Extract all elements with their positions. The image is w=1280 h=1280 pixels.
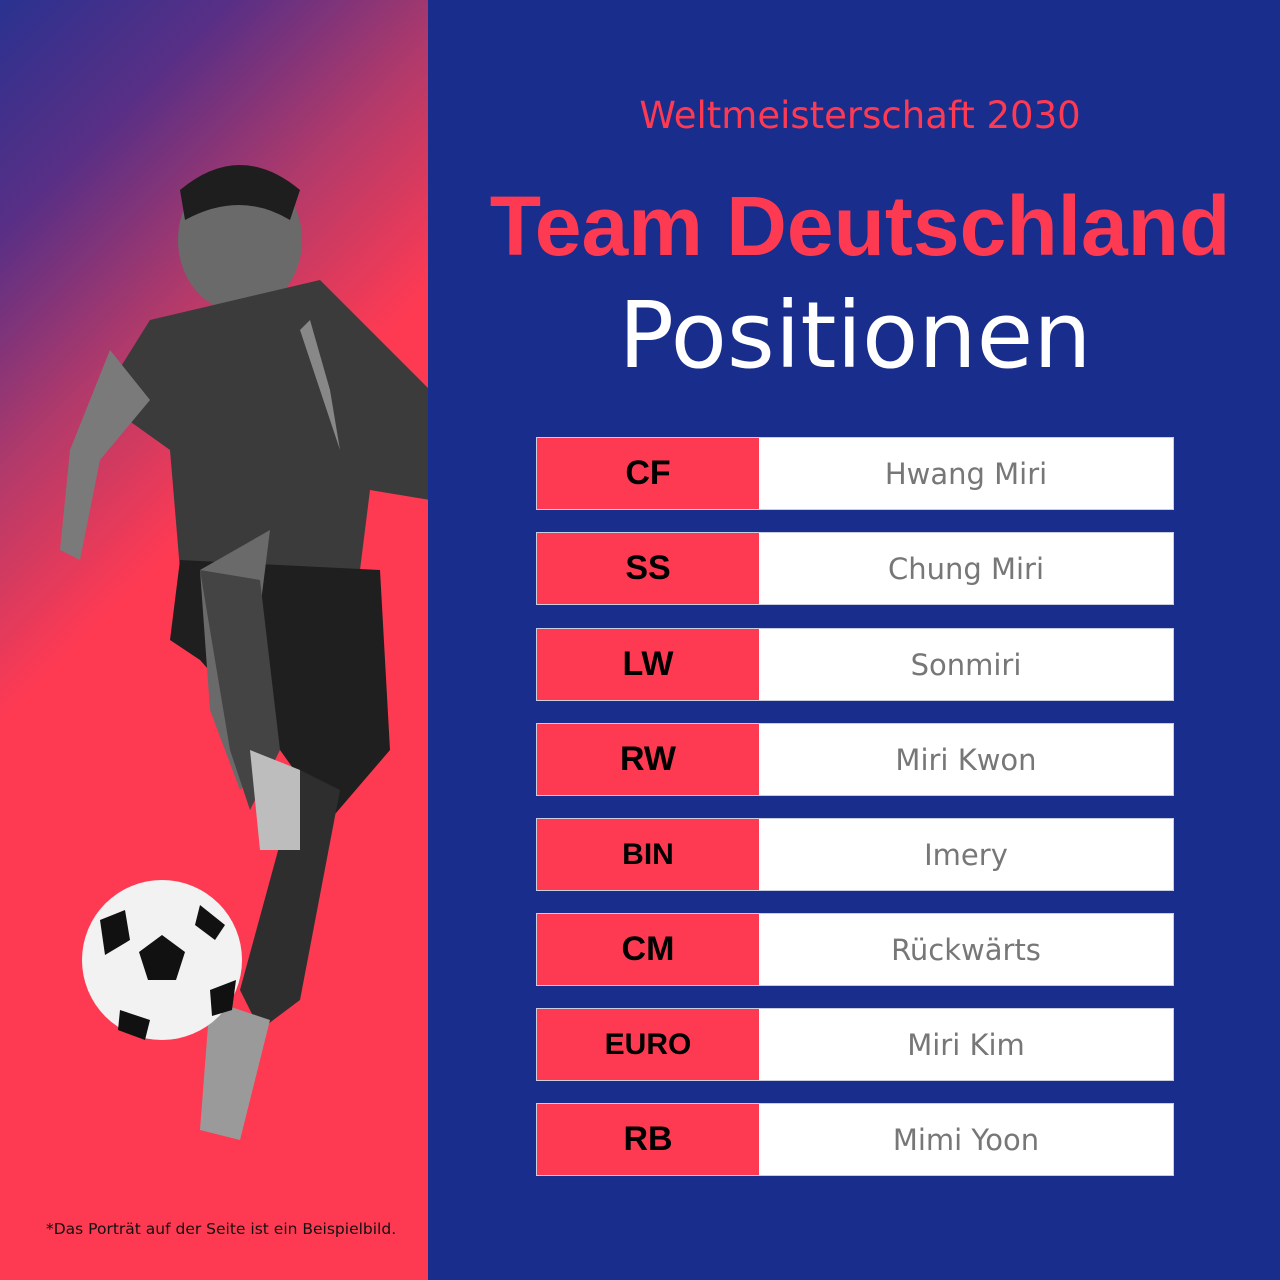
position-row: SS Chung Miri	[536, 532, 1174, 605]
position-row: EURO Miri Kim	[536, 1008, 1174, 1081]
position-row: CM Rückwärts	[536, 913, 1174, 986]
section-heading: Positionen	[618, 282, 1092, 389]
football-player-image	[60, 165, 428, 1140]
position-row: RB Mimi Yoon	[536, 1103, 1174, 1176]
event-subtitle: Weltmeisterschaft 2030	[639, 94, 1081, 137]
position-row: BIN Imery	[536, 818, 1174, 891]
player-name: Hwang Miri	[759, 438, 1173, 509]
player-name: Chung Miri	[759, 533, 1173, 604]
position-code: SS	[537, 533, 759, 604]
position-code: BIN	[537, 819, 759, 890]
player-name: Rückwärts	[759, 914, 1173, 985]
position-row: RW Miri Kwon	[536, 723, 1174, 796]
player-name: Imery	[759, 819, 1173, 890]
position-code: CM	[537, 914, 759, 985]
page-title: Team Deutschland	[489, 179, 1231, 273]
position-row: LW Sonmiri	[536, 628, 1174, 701]
player-name: Sonmiri	[759, 629, 1173, 700]
position-code: RW	[537, 724, 759, 795]
position-row: CF Hwang Miri	[536, 437, 1174, 510]
footnote: *Das Porträt auf der Seite ist ein Beisp…	[46, 1220, 397, 1238]
position-code: EURO	[537, 1009, 759, 1080]
photo-panel: *Das Porträt auf der Seite ist ein Beisp…	[0, 0, 428, 1280]
player-name: Mimi Yoon	[759, 1104, 1173, 1175]
football-icon	[82, 880, 242, 1040]
position-code: CF	[537, 438, 759, 509]
player-name: Miri Kim	[759, 1009, 1173, 1080]
player-name: Miri Kwon	[759, 724, 1173, 795]
position-code: RB	[537, 1104, 759, 1175]
position-code: LW	[537, 629, 759, 700]
